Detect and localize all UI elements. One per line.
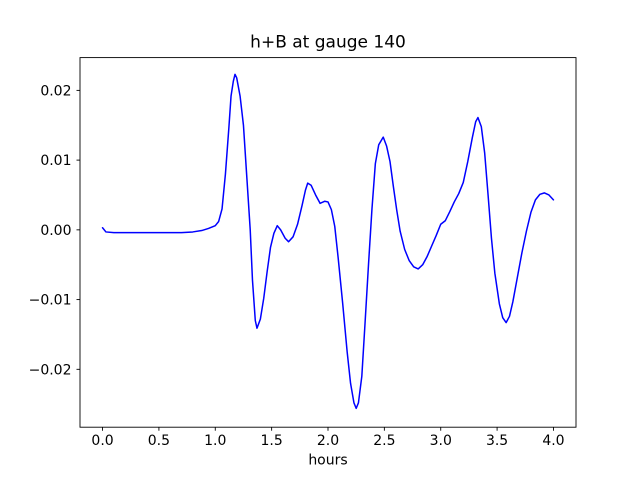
y-tick-label: 0.02 — [40, 83, 71, 99]
x-tick-label: 2.5 — [373, 433, 395, 449]
x-axis-label: hours — [308, 453, 347, 469]
y-tick-label: −0.01 — [29, 293, 72, 309]
y-tick-label: 0.01 — [40, 153, 71, 169]
x-tick-label: 1.5 — [261, 433, 283, 449]
y-tick-label: 0.00 — [40, 223, 71, 239]
axis-tick-labels: 0.0 0.5 1.0 1.5 2.0 2.5 3.0 3.5 4.0 −0.02 −0.01 0.0… — [29, 83, 565, 449]
x-tick-label: 0.5 — [148, 433, 170, 449]
axis-ticks — [76, 89, 554, 431]
x-tick-label: 3.5 — [486, 433, 508, 449]
y-tick-label: −0.02 — [29, 362, 72, 378]
chart-title: h+B at gauge 140 — [250, 33, 406, 53]
x-tick-label: 0.0 — [91, 433, 113, 449]
x-tick-label: 3.0 — [430, 433, 452, 449]
x-tick-label: 2.0 — [317, 433, 339, 449]
data-line — [101, 73, 555, 410]
x-tick-label: 1.0 — [204, 433, 226, 449]
x-tick-label: 4.0 — [542, 433, 564, 449]
